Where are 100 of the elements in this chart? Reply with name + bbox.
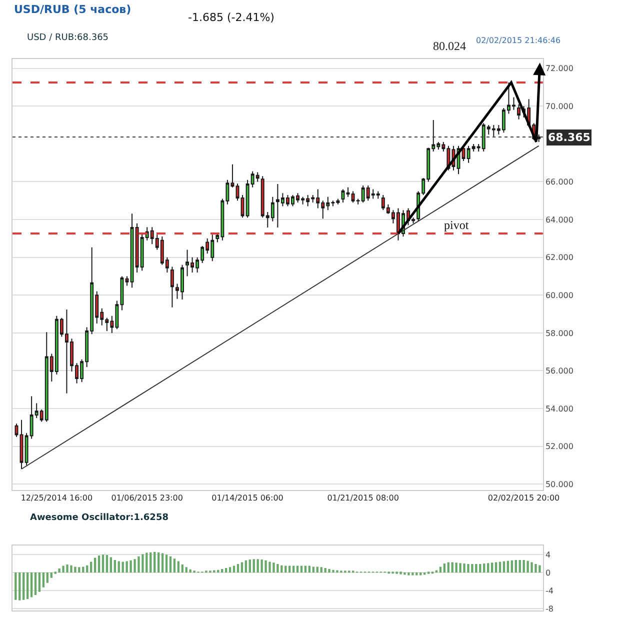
candlestick bbox=[14, 423, 18, 438]
bar bbox=[14, 572, 17, 600]
y-tick-label: -4 bbox=[545, 586, 554, 596]
y-tick-label: 72.000 bbox=[545, 64, 574, 74]
bar bbox=[475, 564, 478, 573]
bar bbox=[94, 558, 96, 573]
bar bbox=[490, 562, 494, 573]
bar bbox=[66, 564, 68, 573]
bar bbox=[471, 564, 474, 573]
bar bbox=[102, 554, 104, 573]
candlestick bbox=[125, 276, 129, 286]
bar bbox=[224, 568, 228, 573]
x-tick-label: 01/21/2015 08:00 bbox=[327, 493, 399, 502]
bar bbox=[336, 570, 338, 573]
bar bbox=[181, 564, 184, 573]
candlestick bbox=[351, 190, 355, 204]
bar bbox=[256, 559, 259, 573]
bar bbox=[213, 570, 216, 573]
bar bbox=[518, 560, 521, 573]
bar bbox=[98, 555, 100, 573]
ref-line-label: 68.365 bbox=[548, 131, 590, 144]
bar bbox=[150, 552, 152, 573]
bar bbox=[463, 564, 466, 573]
x-tick-label: 12/25/2014 16:00 bbox=[20, 493, 93, 502]
bar bbox=[526, 560, 529, 573]
bar bbox=[240, 562, 244, 573]
bar bbox=[479, 564, 482, 573]
bar bbox=[30, 572, 33, 598]
bar bbox=[82, 566, 84, 573]
chart-title: Awesome Oscillator:1.6258 bbox=[30, 513, 168, 523]
bar bbox=[134, 559, 136, 573]
bar bbox=[412, 572, 414, 576]
bar bbox=[510, 560, 514, 573]
y-tick-label: 66.000 bbox=[545, 178, 574, 187]
bar bbox=[142, 554, 144, 573]
bar bbox=[62, 566, 64, 573]
text: USD / RUB:68.365 bbox=[27, 33, 109, 43]
bar bbox=[534, 564, 537, 573]
bar bbox=[165, 554, 168, 573]
ref-line-label: pivot bbox=[444, 218, 470, 232]
candlestick bbox=[236, 183, 240, 202]
y-tick-label: 62.000 bbox=[545, 253, 574, 262]
bar bbox=[221, 568, 224, 573]
bar bbox=[110, 557, 112, 573]
y-tick-label: 0 bbox=[545, 568, 551, 578]
bar bbox=[400, 572, 402, 574]
bar bbox=[487, 563, 490, 573]
bar bbox=[439, 566, 442, 573]
bar bbox=[157, 552, 160, 573]
bar bbox=[522, 560, 525, 573]
bar bbox=[316, 566, 318, 573]
y-tick-label: -8 bbox=[545, 604, 554, 614]
bar bbox=[451, 562, 454, 573]
bar bbox=[530, 562, 533, 573]
bar bbox=[58, 568, 60, 573]
bar bbox=[328, 568, 330, 573]
bar bbox=[447, 562, 450, 573]
bar bbox=[455, 562, 458, 573]
bar bbox=[244, 560, 248, 573]
bar bbox=[268, 562, 271, 573]
bar bbox=[78, 567, 80, 573]
bar bbox=[494, 562, 498, 573]
bar bbox=[74, 566, 76, 573]
bar bbox=[443, 564, 446, 573]
bar bbox=[538, 565, 541, 573]
bar bbox=[502, 561, 506, 573]
bar bbox=[506, 560, 510, 573]
bar bbox=[38, 572, 41, 592]
y-tick-label: 58.000 bbox=[545, 328, 574, 338]
bar bbox=[106, 555, 108, 573]
bar bbox=[320, 567, 322, 573]
y-tick-label: 64.000 bbox=[545, 215, 574, 224]
text: 80.024 bbox=[433, 39, 466, 53]
candlestick bbox=[537, 134, 541, 143]
y-tick-label: 70.000 bbox=[545, 102, 574, 111]
chart-title: USD/RUB (5 часов) bbox=[14, 3, 132, 16]
bar bbox=[118, 561, 120, 573]
bar bbox=[276, 564, 279, 573]
bar bbox=[138, 556, 140, 573]
candlestick bbox=[346, 186, 350, 198]
bar bbox=[252, 559, 255, 573]
x-tick-label: 01/06/2015 23:00 bbox=[111, 493, 183, 502]
bar bbox=[42, 572, 45, 588]
bar bbox=[70, 565, 72, 573]
bar bbox=[272, 562, 275, 573]
bar bbox=[236, 564, 240, 573]
candlestick bbox=[170, 266, 174, 308]
y-tick-label: 60.000 bbox=[545, 290, 574, 300]
bar bbox=[34, 572, 37, 595]
candlestick bbox=[130, 213, 134, 288]
y-tick-label: 56.000 bbox=[545, 366, 574, 376]
bar bbox=[177, 561, 180, 573]
bar bbox=[228, 567, 232, 573]
bar bbox=[169, 556, 172, 573]
bar bbox=[18, 572, 21, 600]
bar bbox=[260, 560, 263, 573]
bar bbox=[154, 552, 156, 573]
y-tick-label: 4 bbox=[545, 550, 551, 560]
y-tick-label: 54.000 bbox=[545, 404, 574, 414]
candlestick bbox=[341, 188, 345, 204]
